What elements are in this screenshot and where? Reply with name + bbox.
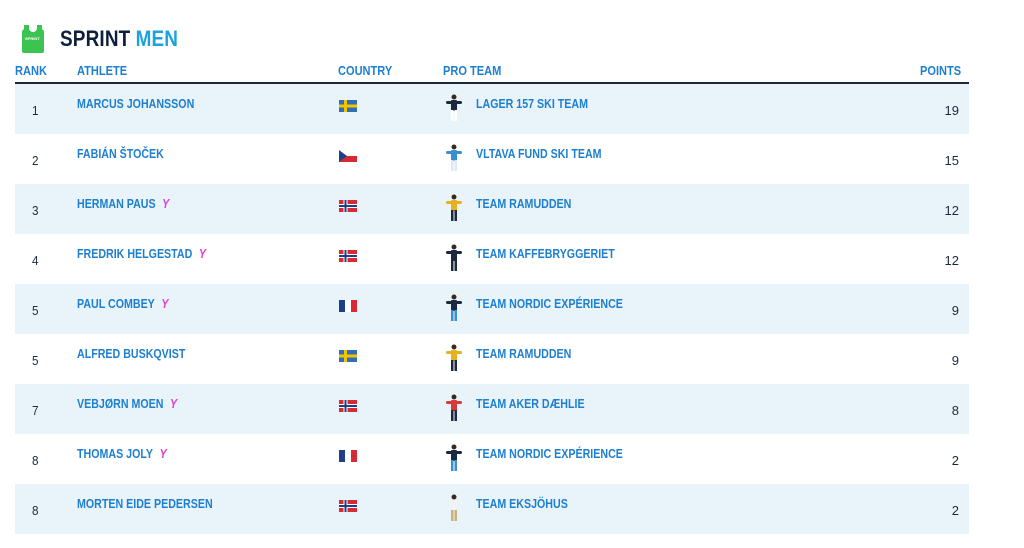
points-value: 8 [951,403,959,418]
rank-value: 1 [32,103,39,118]
rank-value: 7 [32,403,39,418]
athlete-name[interactable]: FREDRIK HELGESTAD [77,246,193,261]
team-link[interactable]: TEAM RAMUDDEN [476,196,572,211]
athlete-link[interactable]: MORTEN EIDE PEDERSEN [77,496,213,511]
athlete-name[interactable]: PAUL COMBEY [77,296,155,311]
young-rider-icon: Y [161,296,169,311]
athlete-name[interactable]: MARCUS JOHANSSON [77,96,195,111]
points-value: 9 [951,303,959,318]
column-header-athlete[interactable]: ATHLETE [77,63,128,78]
table-row[interactable]: 7 VEBJØRN MOEN Y TEAM AKER DÆHLIE 8 [15,384,969,434]
athlete-name[interactable]: THOMAS JOLY [77,446,154,461]
column-header-points[interactable]: POINTS [920,63,962,78]
team-link[interactable]: TEAM RAMUDDEN [476,346,572,361]
green-jersey-icon: SPRINT [22,25,44,53]
team-jersey-icon [445,243,463,273]
table-row[interactable]: 3 HERMAN PAUS Y TEAM RAMUDDEN 12 [15,184,969,234]
title-sprint: SPRINT [60,26,131,51]
points-value: 2 [951,503,959,518]
points-value: 12 [944,203,959,218]
team-link[interactable]: TEAM KAFFEBRYGGERIET [476,246,615,261]
team-jersey-icon [445,343,463,373]
athlete-name[interactable]: ALFRED BUSKQVIST [77,346,186,361]
points-value: 9 [951,353,959,368]
column-header-pro-team[interactable]: PRO TEAM [443,63,502,78]
header-divider [15,82,969,84]
table-row[interactable]: 1 MARCUS JOHANSSON LAGER 157 SKI TEAM 19 [15,84,969,134]
athlete-link[interactable]: FABIÁN ŠTOČEK [77,146,164,161]
team-link[interactable]: TEAM AKER DÆHLIE [476,396,585,411]
team-jersey-icon [445,193,463,223]
athlete-name[interactable]: VEBJØRN MOEN [77,396,164,411]
team-link[interactable]: TEAM NORDIC EXPÉRIENCE [476,296,623,311]
athlete-name[interactable]: FABIÁN ŠTOČEK [77,146,164,161]
rank-value: 2 [32,153,39,168]
czechia-flag-icon [339,149,357,162]
team-link[interactable]: VLTAVA FUND SKI TEAM [476,146,602,161]
title-men: MEN [135,26,179,51]
points-value: 15 [944,153,959,168]
table-row[interactable]: 2 FABIÁN ŠTOČEK VLTAVA FUND SKI TEAM 15 [15,134,969,184]
norway-flag-icon [339,199,357,212]
team-jersey-icon [445,143,463,173]
norway-flag-icon [339,499,357,512]
team-jersey-icon [445,93,463,123]
norway-flag-icon [339,399,357,412]
standings-table: 1 MARCUS JOHANSSON LAGER 157 SKI TEAM 19 2 FA… [15,84,969,534]
rank-value: 8 [32,503,39,518]
team-link[interactable]: LAGER 157 SKI TEAM [476,96,588,111]
column-header-rank[interactable]: RANK [15,63,47,78]
points-value: 19 [944,103,959,118]
france-flag-icon [339,449,357,462]
page-title: SPRINT MEN [60,26,178,52]
team-jersey-icon [445,443,463,473]
team-link[interactable]: TEAM EKSJÖHUS [476,496,568,511]
rank-value: 3 [32,203,39,218]
table-row[interactable]: 8 THOMAS JOLY Y TEAM NORDIC EXPÉRIENCE 2 [15,434,969,484]
young-rider-icon: Y [198,246,206,261]
athlete-name[interactable]: MORTEN EIDE PEDERSEN [77,496,213,511]
athlete-link[interactable]: PAUL COMBEY Y [77,296,168,311]
young-rider-icon: Y [162,196,170,211]
norway-flag-icon [339,249,357,262]
athlete-link[interactable]: VEBJØRN MOEN Y [77,396,177,411]
athlete-link[interactable]: FREDRIK HELGESTAD Y [77,246,206,261]
rank-value: 8 [32,453,39,468]
column-header-country[interactable]: COUNTRY [338,63,393,78]
page-header: SPRINT SPRINT MEN [22,24,197,54]
points-value: 2 [951,453,959,468]
points-value: 12 [944,253,959,268]
rank-value: 5 [32,353,39,368]
athlete-name[interactable]: HERMAN PAUS [77,196,156,211]
team-link[interactable]: TEAM NORDIC EXPÉRIENCE [476,446,623,461]
rank-value: 4 [32,253,39,268]
athlete-link[interactable]: MARCUS JOHANSSON [77,96,194,111]
table-row[interactable]: 8 MORTEN EIDE PEDERSEN TEAM EKSJÖHUS 2 [15,484,969,534]
table-row[interactable]: 4 FREDRIK HELGESTAD Y TEAM KAFFEBRYGGERIET 1… [15,234,969,284]
table-row[interactable]: 5 PAUL COMBEY Y TEAM NORDIC EXPÉRIENCE 9 [15,284,969,334]
young-rider-icon: Y [159,446,167,461]
athlete-link[interactable]: ALFRED BUSKQVIST [77,346,185,361]
sweden-flag-icon [339,349,357,362]
sweden-flag-icon [339,99,357,112]
athlete-link[interactable]: HERMAN PAUS Y [77,196,169,211]
team-jersey-icon [445,293,463,323]
athlete-link[interactable]: THOMAS JOLY Y [77,446,167,461]
team-jersey-icon [445,493,463,523]
young-rider-icon: Y [170,396,178,411]
rank-value: 5 [32,303,39,318]
table-row[interactable]: 5 ALFRED BUSKQVIST TEAM RAMUDDEN 9 [15,334,969,384]
france-flag-icon [339,299,357,312]
team-jersey-icon [445,393,463,423]
